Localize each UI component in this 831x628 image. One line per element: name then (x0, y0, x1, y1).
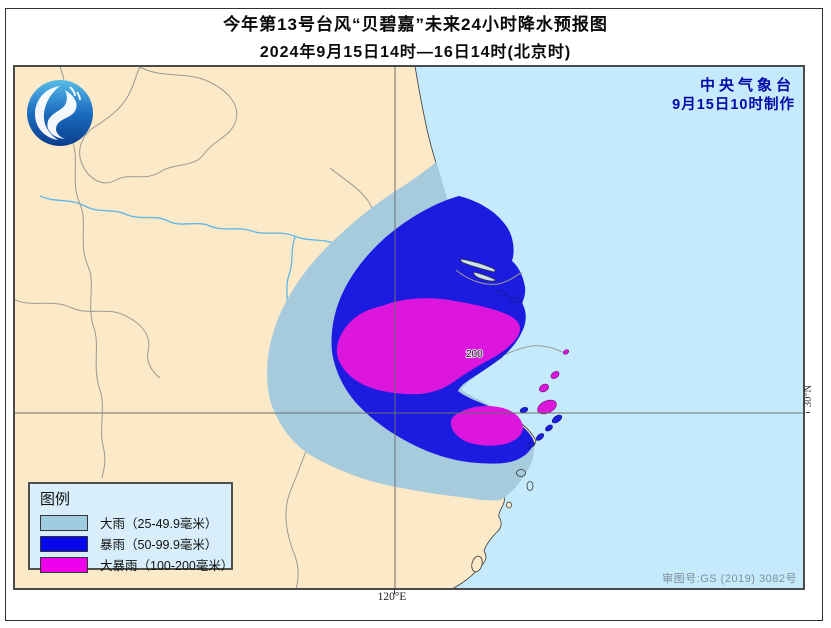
offshore-island (535, 433, 545, 441)
province-boundary (15, 299, 161, 379)
map-title: 今年第13号台风“贝碧嘉”未来24小时降水预报图 (223, 15, 608, 34)
legend-box: 图例 大雨（25-49.9毫米） 暴雨（50-99.9毫米） 大暴雨（100-2… (28, 482, 233, 573)
coastal-island (506, 501, 512, 509)
province-boundary (285, 423, 317, 588)
map-canvas: 200 中央气象台 9月15日10时制作 图例 (13, 65, 805, 590)
legend-row: 大暴雨（100-200毫米） (40, 554, 233, 575)
credit-block: 中央气象台 9月15日10时制作 (672, 76, 795, 116)
offshore-island (527, 441, 535, 449)
offshore-island (550, 371, 560, 379)
legend-label: 大雨（25-49.9毫米） (100, 517, 218, 531)
province-boundary (79, 67, 238, 184)
legend-row: 暴雨（50-99.9毫米） (40, 533, 223, 554)
offshore-island (519, 406, 529, 414)
legend-swatch-heavy-rain (40, 514, 88, 531)
rain-severe-area (336, 298, 520, 395)
title-block: 今年第13号台风“贝碧嘉”未来24小时降水预报图 2024年9月15日14时—1… (0, 10, 831, 62)
legend-swatch-rainstorm (40, 535, 88, 552)
coastal-island (471, 555, 483, 573)
legend-row: 大雨（25-49.9毫米） (40, 512, 223, 533)
logo-dragon-swirl (47, 90, 77, 139)
offshore-island (545, 424, 553, 432)
coastal-island (526, 481, 534, 491)
cma-logo (27, 80, 93, 146)
map-approval-number: 审图号:GS (2019) 3082号 (662, 573, 797, 585)
province-boundary (59, 67, 106, 479)
issue-time: 9月15日10时制作 (672, 97, 795, 114)
estuary-islet (496, 290, 508, 296)
legend-title: 图例 (40, 491, 71, 508)
legend-label: 大暴雨（100-200毫米） (100, 559, 234, 573)
longitude-tick (394, 590, 395, 594)
estuary-islet (508, 296, 522, 304)
longitude-label: 120°E (377, 591, 407, 603)
rain-severe-area-south (450, 405, 523, 446)
province-boundary-over-rain (455, 269, 523, 285)
offshore-island (562, 349, 570, 355)
offshore-island (551, 414, 563, 424)
offshore-island (539, 383, 549, 393)
estuary-island (460, 258, 496, 273)
latitude-label: 30°N (803, 384, 814, 408)
legend-swatch-severe-rainstorm (40, 556, 88, 573)
map-subtitle: 2024年9月15日14时—16日14时(北京时) (259, 44, 572, 61)
agency-name: 中央气象台 (699, 77, 795, 94)
latitude-tick (806, 412, 810, 413)
contour-label-200: 200 (466, 349, 483, 360)
estuary-island (473, 271, 497, 282)
offshore-island (537, 399, 557, 415)
logo-flame-marks (69, 86, 81, 101)
logo-crescent (35, 86, 60, 140)
legend-label: 暴雨（50-99.9毫米） (100, 538, 218, 552)
coastal-island (516, 469, 526, 477)
